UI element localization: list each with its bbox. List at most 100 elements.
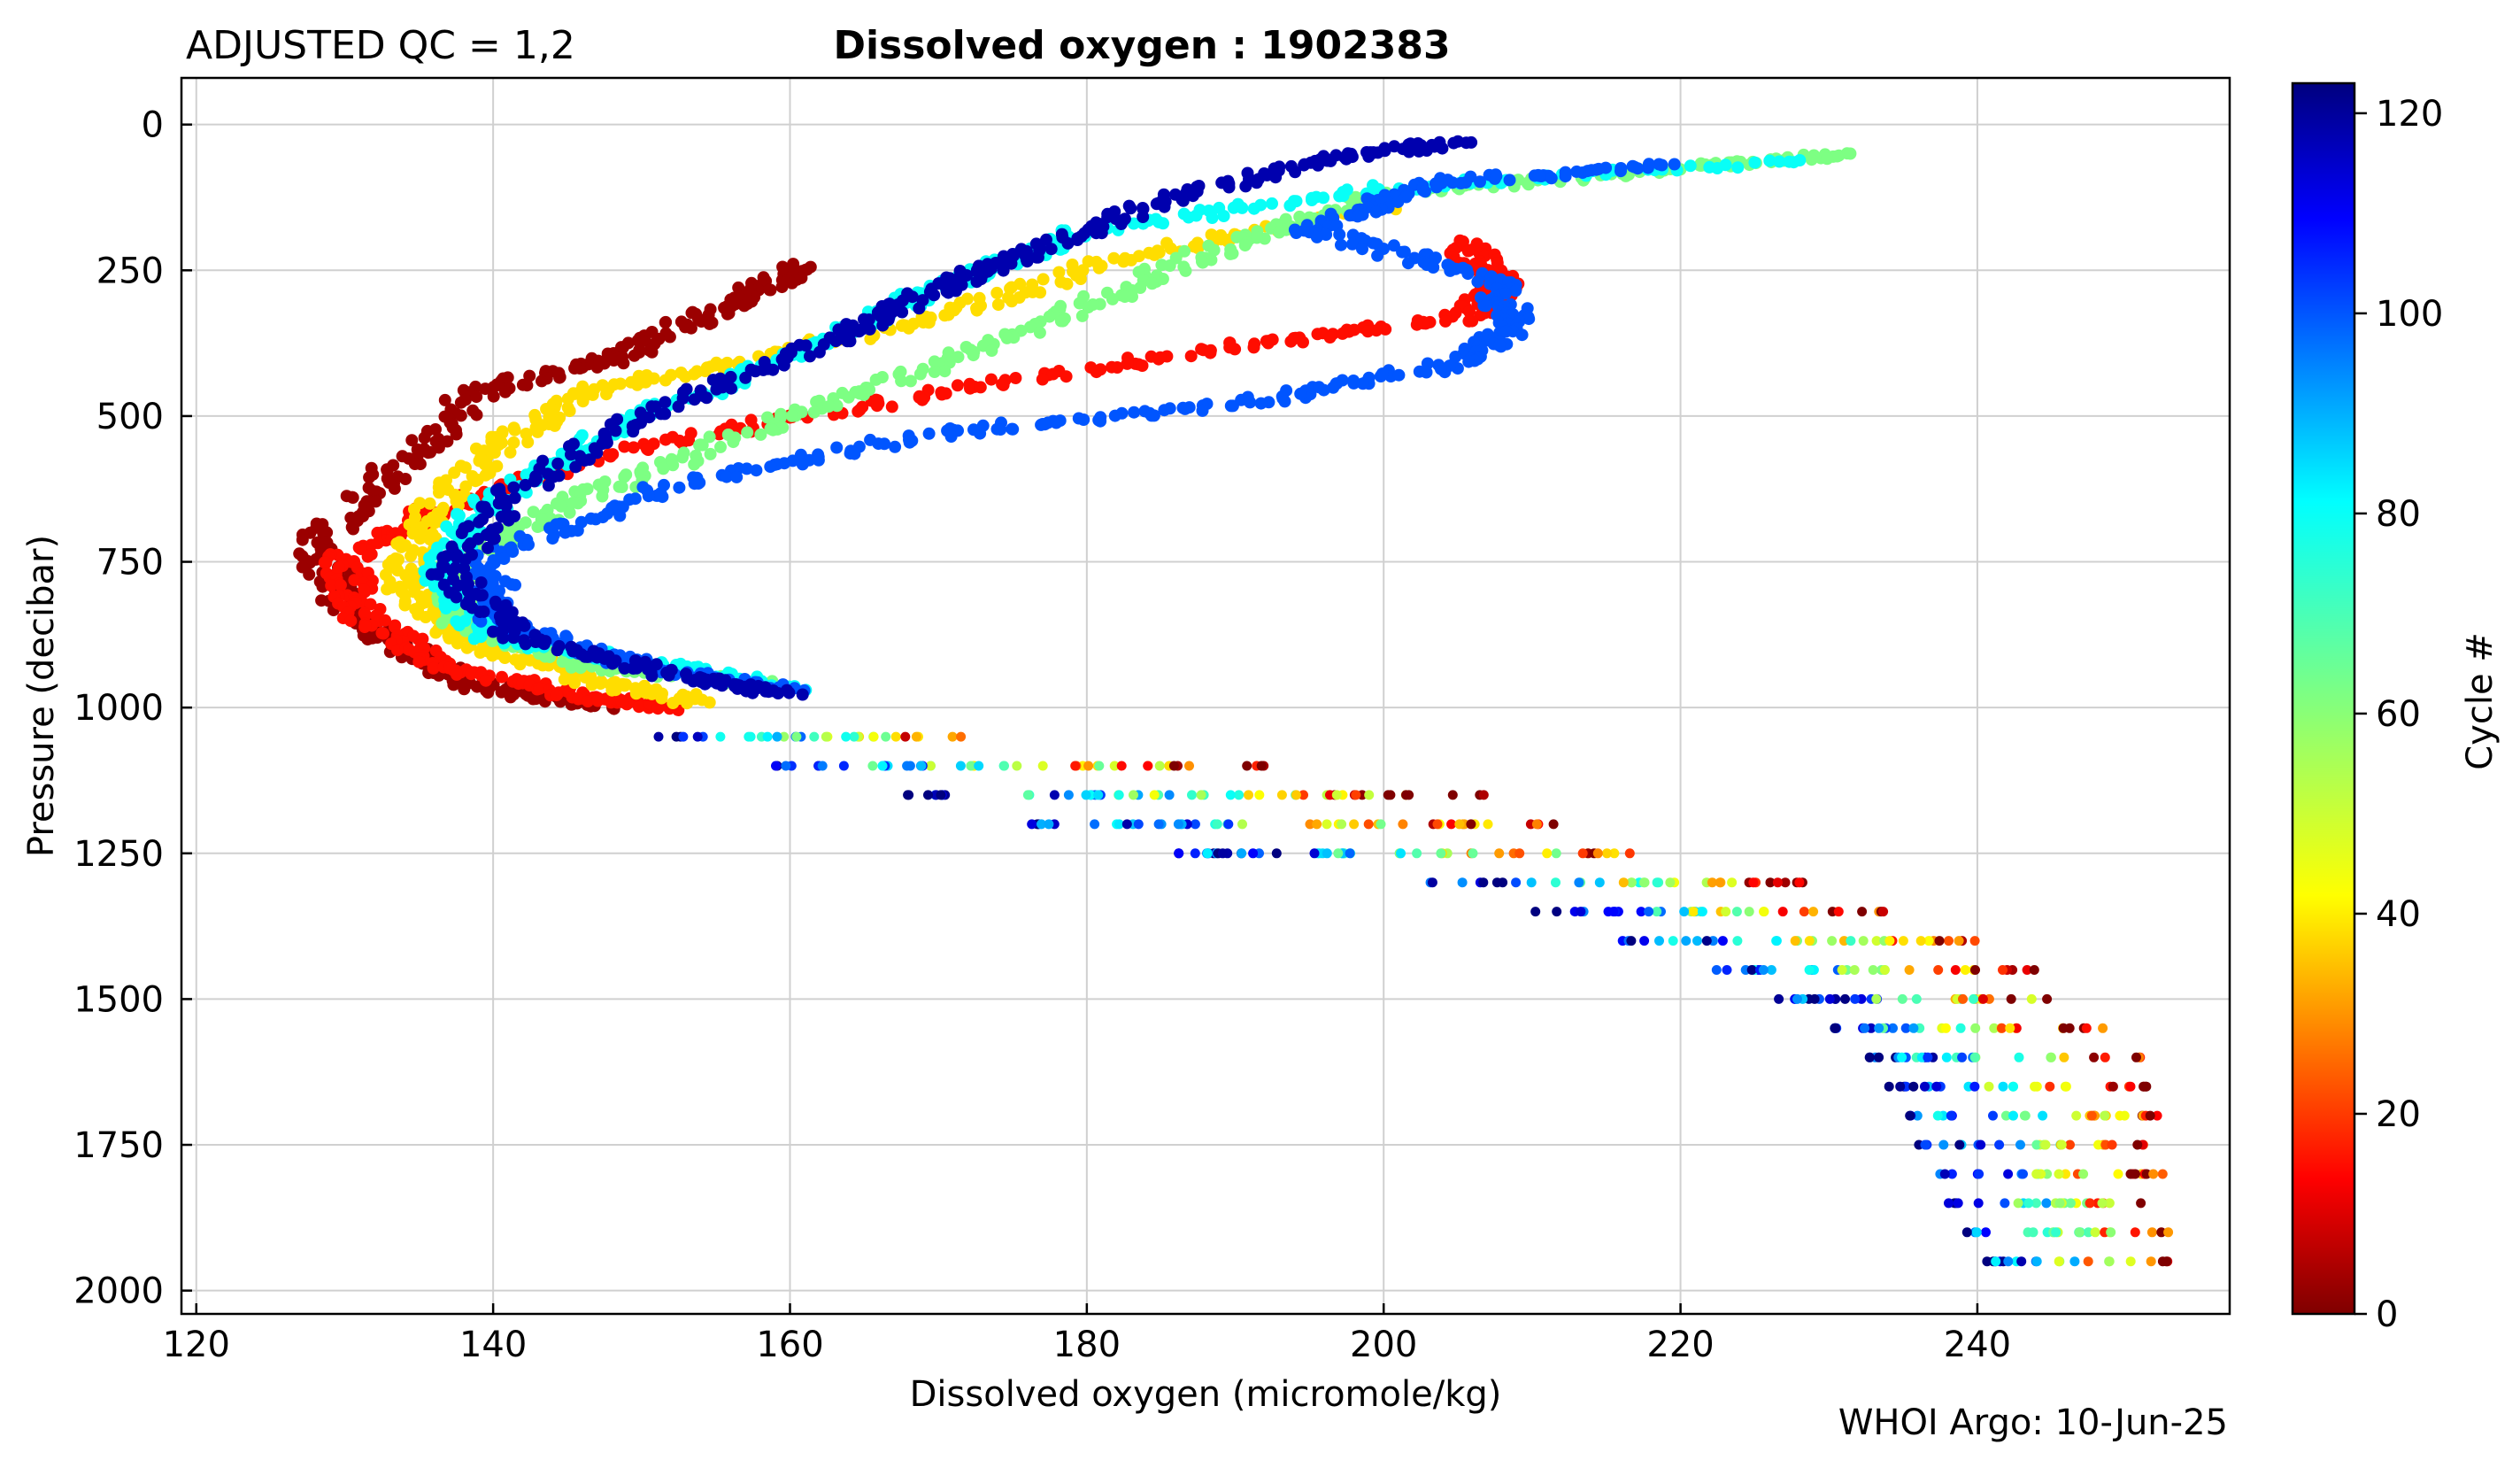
data-point xyxy=(1821,152,1834,166)
y-tick-label: 1250 xyxy=(73,834,164,875)
x-tick-label: 140 xyxy=(459,1325,527,1365)
data-point xyxy=(714,440,727,453)
data-point xyxy=(1402,257,1414,270)
data-point xyxy=(813,345,826,359)
data-point xyxy=(1137,202,1149,214)
data-point xyxy=(1072,412,1085,425)
data-point xyxy=(1446,819,1457,830)
data-point xyxy=(1444,264,1457,277)
data-point xyxy=(1114,790,1124,800)
data-point xyxy=(985,344,998,357)
data-point xyxy=(502,514,515,527)
data-point xyxy=(523,369,536,382)
data-point xyxy=(2019,1110,2030,1121)
data-point xyxy=(2006,993,2016,1004)
data-point xyxy=(852,405,865,418)
data-point xyxy=(1351,790,1361,800)
data-point xyxy=(1871,993,1882,1004)
data-point xyxy=(1679,907,1690,917)
data-point xyxy=(1117,255,1130,268)
data-point xyxy=(1038,418,1052,431)
data-point xyxy=(1594,877,1605,888)
data-point xyxy=(2162,1256,2171,1267)
data-point xyxy=(1954,1139,1965,1150)
data-point xyxy=(1190,848,1200,859)
data-point xyxy=(2086,1110,2097,1121)
data-point xyxy=(474,630,488,644)
data-point xyxy=(1205,228,1218,242)
data-point xyxy=(1874,1052,1884,1062)
data-point xyxy=(779,731,790,742)
data-point xyxy=(518,619,531,632)
data-point xyxy=(1849,965,1860,975)
data-point xyxy=(605,684,619,697)
data-point xyxy=(1206,212,1219,224)
data-point xyxy=(640,443,653,455)
data-point xyxy=(885,400,898,413)
data-point xyxy=(1363,819,1374,830)
data-point xyxy=(303,568,316,581)
data-point xyxy=(1356,243,1368,256)
data-point xyxy=(1984,1081,1994,1092)
data-point xyxy=(569,460,582,474)
data-point xyxy=(405,549,418,562)
data-point xyxy=(1997,1023,2007,1033)
data-point xyxy=(1931,1081,1942,1092)
data-point xyxy=(469,475,482,488)
data-point xyxy=(1871,936,1882,946)
data-point xyxy=(537,637,551,651)
data-point xyxy=(2104,1256,2115,1267)
data-point xyxy=(1490,169,1503,182)
data-point xyxy=(2003,1256,2014,1267)
data-point xyxy=(1570,165,1584,178)
data-point xyxy=(841,731,852,742)
data-point xyxy=(2045,1081,2055,1092)
data-point xyxy=(364,598,377,611)
data-point xyxy=(1136,359,1149,372)
data-point xyxy=(1070,761,1081,771)
data-point xyxy=(1483,819,1493,830)
data-point xyxy=(2061,1169,2071,1179)
data-point xyxy=(967,423,980,436)
data-point xyxy=(1186,189,1199,203)
data-point xyxy=(1971,1227,1982,1238)
data-point xyxy=(1430,181,1443,194)
data-point xyxy=(1133,819,1144,830)
data-point xyxy=(999,761,1009,771)
data-point xyxy=(1289,166,1302,179)
data-point xyxy=(2054,1169,2064,1179)
data-point xyxy=(990,286,1004,299)
data-point xyxy=(1908,1023,1919,1033)
data-point xyxy=(695,315,708,328)
data-point xyxy=(1225,790,1236,800)
data-point xyxy=(1799,907,1809,917)
data-point xyxy=(645,345,659,359)
data-point xyxy=(451,637,464,650)
data-point xyxy=(1773,155,1786,168)
data-point xyxy=(1530,907,1541,917)
data-point xyxy=(1809,993,1820,1004)
data-point xyxy=(1333,228,1346,241)
data-point xyxy=(967,349,980,362)
data-point xyxy=(1897,993,1907,1004)
data-point xyxy=(2069,1256,2080,1267)
data-point xyxy=(2104,1198,2115,1209)
data-point xyxy=(1364,790,1375,800)
data-point xyxy=(1094,414,1107,428)
data-point xyxy=(1462,314,1476,328)
data-point xyxy=(1888,1023,1898,1033)
data-point xyxy=(1154,761,1165,771)
x-tick-label: 200 xyxy=(1350,1325,1417,1365)
data-point xyxy=(1071,234,1084,246)
data-point xyxy=(951,379,964,392)
data-point xyxy=(1239,180,1252,193)
data-point xyxy=(605,657,619,670)
data-point xyxy=(609,424,622,437)
data-point xyxy=(618,440,631,453)
data-point xyxy=(741,426,754,439)
data-point xyxy=(1436,848,1446,859)
data-point xyxy=(1116,761,1127,771)
data-point xyxy=(763,283,776,297)
data-point xyxy=(513,658,527,671)
